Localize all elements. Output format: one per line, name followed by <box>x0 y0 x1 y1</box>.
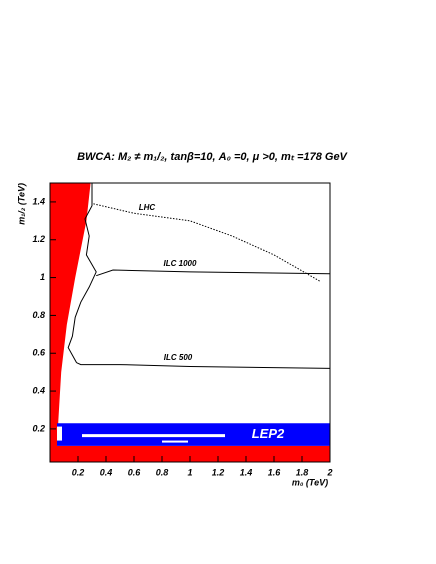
y-tick-label: 0.2 <box>32 423 45 433</box>
chart-title: BWCA: M₂ ≠ m₁/₂, tanβ=10, A₀ =0, μ >0, m… <box>77 151 348 163</box>
x-tick-label: 0.6 <box>128 467 142 477</box>
curve-label: ILC 1000 <box>164 259 197 268</box>
x-tick-label: 1 <box>187 467 192 477</box>
curve <box>76 362 331 369</box>
x-tick-label: 1.8 <box>296 467 309 477</box>
y-tick-label: 0.8 <box>32 310 45 320</box>
y-axis-label: m₁/₂ (TeV) <box>16 183 26 225</box>
curve-label: ILC 500 <box>164 353 193 362</box>
x-tick-label: 1.2 <box>212 467 225 477</box>
excluded-region <box>50 183 330 462</box>
y-tick-label: 1.2 <box>32 234 45 244</box>
x-tick-label: 0.2 <box>72 467 85 477</box>
x-tick-label: 1.6 <box>268 467 282 477</box>
region-decoration <box>162 440 188 443</box>
curve-label: LHC <box>139 203 156 212</box>
curve <box>96 269 331 277</box>
region-label: LEP2 <box>252 426 285 441</box>
x-tick-label: 1.4 <box>240 467 253 477</box>
curve <box>93 203 321 282</box>
plot-frame <box>49 182 331 463</box>
y-tick-label: 1 <box>40 272 45 282</box>
x-tick-label: 2 <box>326 467 332 477</box>
x-axis-label: m₀ (TeV) <box>292 477 328 487</box>
y-tick-label: 0.6 <box>32 348 46 358</box>
y-tick-label: 0.4 <box>32 385 45 395</box>
region-decoration <box>57 426 62 441</box>
curve <box>67 183 97 363</box>
y-tick-label: 1.4 <box>32 196 45 206</box>
x-tick-label: 0.4 <box>100 467 113 477</box>
x-tick-label: 0.8 <box>156 467 169 477</box>
